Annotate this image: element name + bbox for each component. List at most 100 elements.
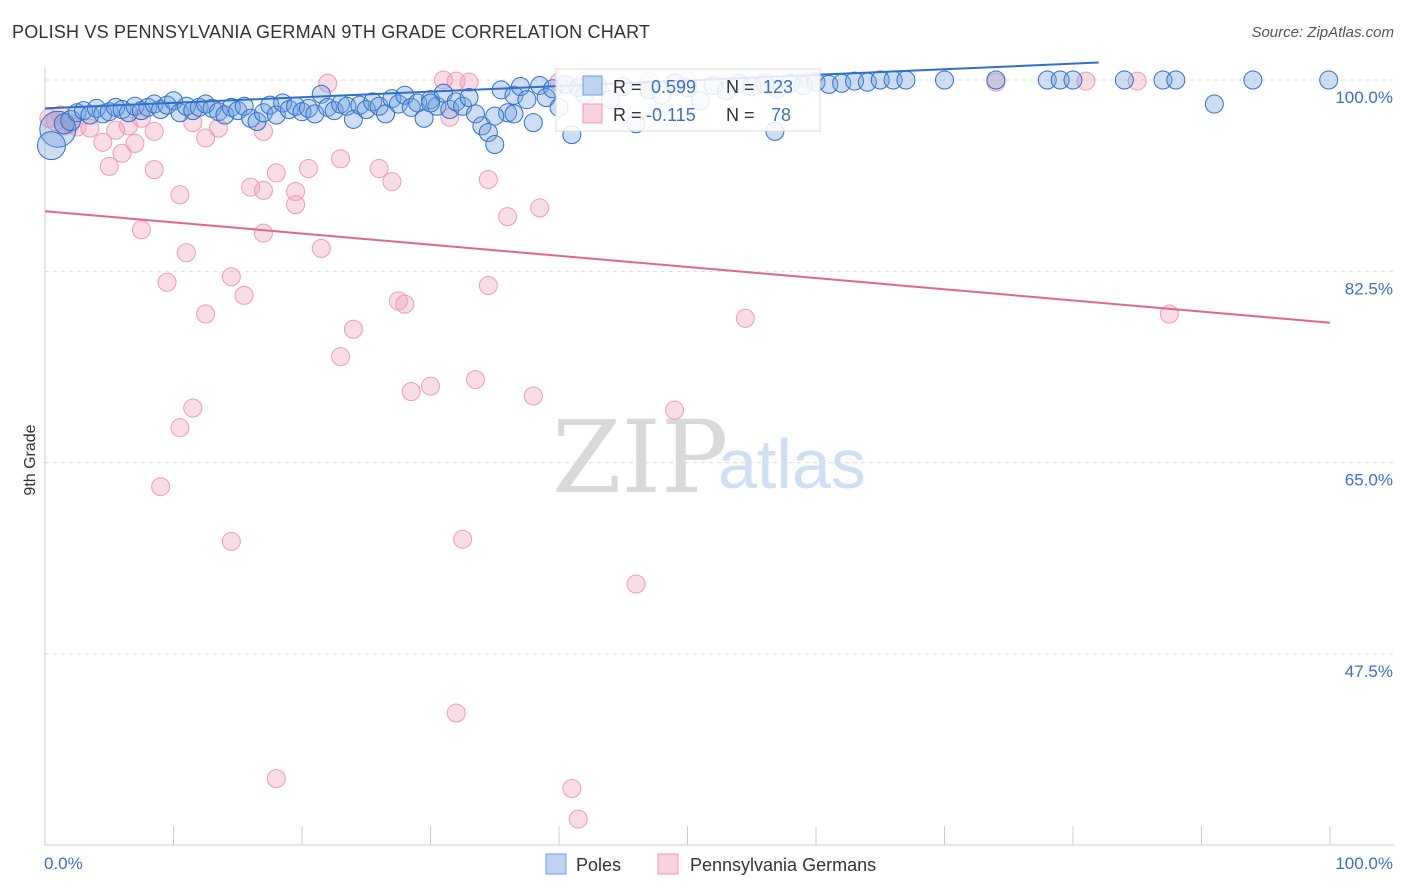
poles-point bbox=[465, 104, 485, 124]
poles-point bbox=[986, 70, 1006, 90]
y-tick-label: 47.5% bbox=[1345, 662, 1393, 681]
legend-poles-label: Poles bbox=[576, 855, 621, 875]
penn-point bbox=[234, 285, 254, 305]
penn-point bbox=[311, 238, 331, 258]
x-tick-label-max: 100.0% bbox=[1335, 854, 1393, 873]
penn-point bbox=[221, 267, 241, 287]
poles-point bbox=[440, 100, 460, 120]
poles-point bbox=[935, 70, 954, 90]
penn-r-value: -0.115 bbox=[646, 105, 696, 125]
penn-point bbox=[241, 177, 261, 197]
penn-point bbox=[99, 156, 119, 176]
penn-n-label: N = bbox=[726, 105, 755, 125]
penn-point bbox=[45, 112, 65, 132]
poles-point bbox=[896, 70, 916, 90]
poles-point bbox=[266, 105, 286, 125]
penn-point bbox=[401, 382, 421, 402]
poles-point bbox=[234, 96, 254, 116]
penn-point bbox=[266, 163, 286, 183]
penn-point bbox=[478, 276, 498, 296]
poles-point bbox=[215, 105, 235, 125]
penn-point bbox=[131, 108, 151, 128]
y-tick-label: 100.0% bbox=[1335, 88, 1393, 107]
penn-point bbox=[395, 294, 415, 314]
poles-point bbox=[164, 91, 183, 111]
poles-point bbox=[1243, 70, 1263, 90]
penn-point bbox=[735, 308, 755, 328]
penn-point bbox=[421, 376, 440, 396]
penn-point bbox=[93, 132, 113, 152]
poles-point bbox=[504, 104, 524, 124]
penn-point bbox=[144, 160, 164, 180]
penn-point bbox=[80, 118, 100, 138]
source-label: Source: ZipAtlas.com bbox=[1251, 24, 1394, 41]
penn-point bbox=[151, 477, 171, 497]
poles-point bbox=[485, 106, 505, 126]
penn-point bbox=[523, 386, 543, 406]
penn-point bbox=[286, 182, 306, 202]
penn-point bbox=[498, 207, 518, 227]
x-tick-label-min: 0.0% bbox=[44, 854, 83, 873]
penn-point bbox=[568, 809, 588, 829]
penn-point bbox=[253, 180, 273, 200]
poles-point bbox=[53, 113, 75, 135]
poles-point bbox=[1319, 70, 1339, 90]
poles-point bbox=[485, 135, 505, 155]
penn-point bbox=[562, 778, 582, 798]
poles-n-value: 123 bbox=[763, 77, 793, 97]
penn-point bbox=[131, 220, 151, 240]
penn-point bbox=[453, 529, 473, 549]
penn-point bbox=[478, 169, 498, 189]
legend: Poles Pennsylvania Germans bbox=[545, 853, 876, 875]
penn-point bbox=[106, 120, 126, 140]
watermark-zip: ZIP bbox=[552, 399, 728, 516]
poles-point bbox=[343, 109, 363, 129]
penn-point bbox=[157, 272, 177, 292]
penn-point bbox=[221, 531, 241, 551]
penn-point bbox=[286, 195, 306, 215]
poles-stat-swatch bbox=[582, 75, 603, 96]
poles-point bbox=[517, 90, 537, 110]
penn-point bbox=[626, 574, 646, 594]
watermark-atlas: atlas bbox=[718, 425, 866, 503]
penn-point bbox=[144, 121, 164, 141]
penn-point bbox=[369, 159, 389, 179]
penn-point bbox=[253, 121, 273, 141]
penn-point bbox=[318, 73, 338, 93]
poles-point bbox=[36, 131, 66, 161]
penn-point bbox=[465, 370, 485, 390]
penn-point bbox=[170, 418, 190, 438]
poles-r-value: 0.599 bbox=[651, 77, 696, 97]
axes bbox=[44, 68, 1395, 846]
legend-poles-swatch bbox=[545, 853, 567, 875]
poles-point bbox=[1204, 94, 1224, 114]
poles-point bbox=[498, 103, 518, 123]
penn-point bbox=[125, 133, 145, 153]
poles-n-label: N = bbox=[726, 77, 755, 97]
poles-point bbox=[298, 98, 318, 118]
watermark: ZIP atlas bbox=[552, 399, 866, 516]
chart-title: POLISH VS PENNSYLVANIA GERMAN 9TH GRADE … bbox=[12, 22, 651, 42]
penn-stat-swatch bbox=[582, 103, 603, 124]
penn-point bbox=[331, 347, 351, 367]
poles-point bbox=[1114, 70, 1134, 90]
poles-point bbox=[1063, 70, 1083, 90]
tick-labels: 100.0% 82.5% 65.0% 47.5% 0.0% 100.0% bbox=[44, 88, 1393, 873]
penn-point bbox=[183, 398, 203, 418]
penn-point bbox=[253, 223, 273, 243]
legend-penn-label: Pennsylvania Germans bbox=[690, 855, 876, 875]
poles-point bbox=[421, 93, 440, 113]
penn-point bbox=[459, 72, 479, 92]
y-tick-label: 82.5% bbox=[1345, 279, 1393, 298]
penn-trend-line bbox=[44, 210, 1331, 324]
penn-point bbox=[343, 319, 363, 339]
penn-points bbox=[39, 70, 1179, 829]
penn-r-label: R = bbox=[613, 105, 642, 125]
poles-point bbox=[86, 98, 106, 118]
penn-point bbox=[170, 185, 190, 205]
penn-point bbox=[298, 159, 318, 179]
poles-point bbox=[1166, 70, 1186, 90]
penn-point bbox=[112, 143, 132, 163]
poles-point bbox=[356, 100, 376, 120]
